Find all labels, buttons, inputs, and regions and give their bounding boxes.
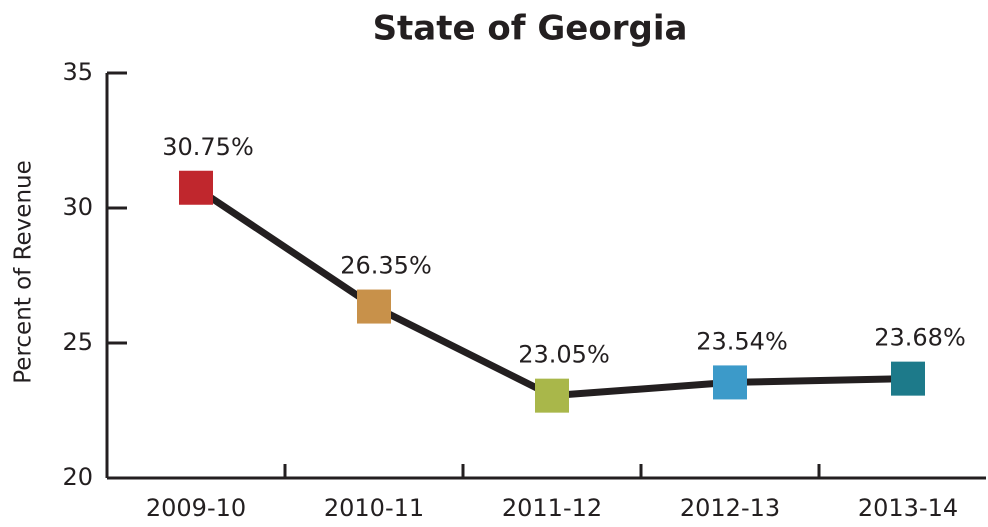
- x-tick-label: 2010-11: [324, 494, 424, 522]
- data-label: 23.05%: [518, 341, 610, 369]
- marker: [535, 378, 569, 413]
- data-label: 30.75%: [162, 133, 254, 161]
- x-tick-label: 2011-12: [502, 494, 602, 522]
- data-label: 23.54%: [696, 327, 788, 355]
- chart-title: State of Georgia: [373, 9, 688, 49]
- x-tick-label: 2009-10: [146, 494, 246, 522]
- marker: [357, 289, 391, 324]
- y-tick-label: 20: [62, 463, 93, 491]
- x-tick-label: 2013-14: [858, 494, 958, 522]
- data-label: 23.68%: [874, 324, 966, 352]
- marker: [891, 361, 925, 396]
- marker: [713, 365, 747, 400]
- x-tick-label: 2012-13: [680, 494, 780, 522]
- data-label: 26.35%: [340, 252, 432, 280]
- marker: [179, 170, 213, 205]
- y-tick-label: 35: [62, 58, 93, 86]
- y-tick-label: 25: [62, 328, 93, 356]
- y-tick-label: 30: [62, 193, 93, 221]
- y-axis-title: Percent of Revenue: [11, 160, 37, 384]
